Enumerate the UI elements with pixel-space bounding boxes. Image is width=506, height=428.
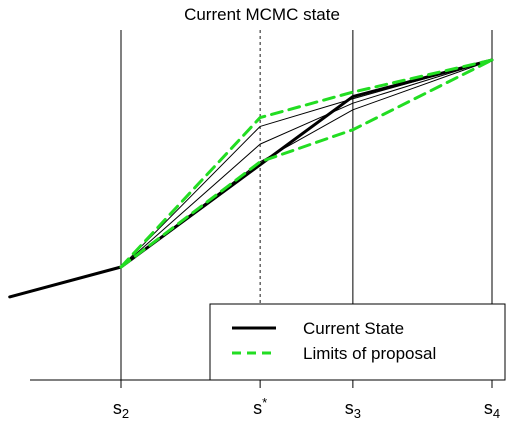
series-line-2 <box>120 59 493 268</box>
series-line-1 <box>120 59 493 268</box>
legend-label-limits-of-proposal: Limits of proposal <box>303 344 436 363</box>
x-axis: s2 s* s3 s4 <box>30 379 500 421</box>
series-line-4 <box>119 58 494 269</box>
legend-label-current-state: Current State <box>303 319 404 338</box>
x-tick-label-3: s4 <box>484 398 500 421</box>
legend: Current State Limits of proposal <box>209 303 506 381</box>
series-line-0 <box>8 58 494 299</box>
series-layer <box>8 58 494 299</box>
x-tick-label-1: s* <box>253 395 267 418</box>
x-tick-label-2: s3 <box>345 398 361 421</box>
x-tick-label-0: s2 <box>113 398 129 421</box>
chart-title: Current MCMC state <box>184 5 340 24</box>
series-line-3 <box>120 59 493 268</box>
legend-box <box>209 303 506 381</box>
series-line-5 <box>119 58 494 269</box>
